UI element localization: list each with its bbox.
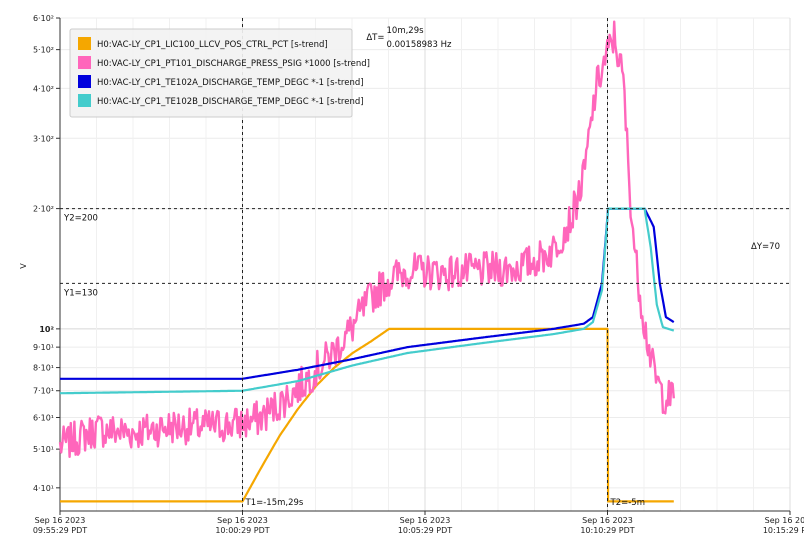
y-axis-label: V xyxy=(19,263,28,269)
legend-swatch-1 xyxy=(78,37,91,50)
series-line-4 xyxy=(60,207,675,395)
y-tick-label: 10² xyxy=(39,325,54,334)
x-tick-label-date: Sep 16 2023 xyxy=(582,516,633,525)
y-ticks: 4·10¹ 5·10¹ 6·10¹ 7·10¹ 8·10¹ 9·10¹ 10² 2·10² 3·… xyxy=(33,14,60,493)
legend-swatch-3 xyxy=(78,75,91,88)
cursor-horizontal-label-2: Y1=130 xyxy=(63,288,98,298)
cursor-horizontal-label-1: Y2=200 xyxy=(63,214,98,224)
series-lines xyxy=(58,20,675,503)
y-tick-label: 5·10¹ xyxy=(33,445,54,454)
y-tick-label: 9·10¹ xyxy=(33,343,54,352)
legend-swatch-2 xyxy=(78,56,91,69)
series-line-3 xyxy=(60,207,675,380)
x-tick-label-time: 10:15:29 PDT xyxy=(763,526,804,535)
x-tick-label-date: Sep 16 2023 xyxy=(35,516,86,525)
y-tick-label: 6·10¹ xyxy=(33,413,54,422)
delta-y-label: ΔY=70 xyxy=(751,242,780,252)
series-line-2 xyxy=(58,20,675,458)
y-tick-label: 2·10² xyxy=(33,205,54,214)
delta-t-label: ΔT= xyxy=(366,33,384,43)
legend-entry-2: H0:VAC-LY_CP1_PT101_DISCHARGE_PRESS_PSIG… xyxy=(97,59,370,69)
legend-entry-1: H0:VAC-LY_CP1_LIC100_LLCV_POS_CTRL_PCT [… xyxy=(97,40,328,50)
delta-t-value: 10m,29s xyxy=(387,26,425,36)
legend-box xyxy=(69,28,353,118)
legend-swatch-4 xyxy=(78,94,91,107)
legend[interactable]: H0:VAC-LY_CP1_LIC100_LLCV_POS_CTRL_PCT [… xyxy=(69,28,370,118)
x-tick-label-date: Sep 16 2023 xyxy=(400,516,451,525)
cursor-vertical-label-2: T2=-5m xyxy=(610,498,645,508)
y-tick-label: 3·10² xyxy=(33,134,54,143)
x-tick-label-time: 10:00:29 PDT xyxy=(215,526,269,535)
x-tick-label-time: 10:05:29 PDT xyxy=(398,526,452,535)
y-tick-label: 4·10² xyxy=(33,84,54,93)
x-tick-label-time: 09:55:29 PDT xyxy=(33,526,87,535)
y-tick-label: 4·10¹ xyxy=(33,484,54,493)
x-tick-label-date: Sep 16 2023 xyxy=(765,516,804,525)
legend-entry-3: H0:VAC-LY_CP1_TE102A_DISCHARGE_TEMP_DEGC… xyxy=(97,78,364,88)
series-line-1 xyxy=(60,327,674,503)
cursors[interactable]: T1=-15m,29s T2=-5m Y2=200 Y1=130 ΔT=10m,29s 0… xyxy=(60,18,790,511)
y-tick-label: 5·10² xyxy=(33,46,54,55)
legend-entry-4: H0:VAC-LY_CP1_TE102B_DISCHARGE_TEMP_DEGC… xyxy=(97,97,364,107)
cursor-vertical-label-1: T1=-15m,29s xyxy=(245,498,304,508)
y-tick-label: 8·10¹ xyxy=(33,364,54,373)
x-tick-label-time: 10:10:29 PDT xyxy=(580,526,634,535)
delta-t-frequency: 0.00158983 Hz xyxy=(387,40,452,50)
y-tick-label: 6·10² xyxy=(33,14,54,23)
y-tick-label: 7·10¹ xyxy=(33,387,54,396)
x-tick-label-date: Sep 16 2023 xyxy=(217,516,268,525)
